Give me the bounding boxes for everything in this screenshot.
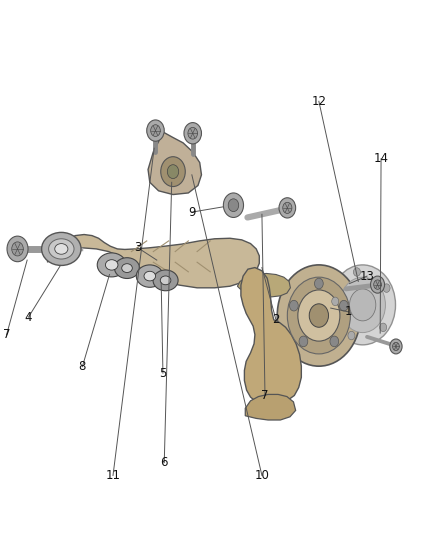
Ellipse shape	[97, 253, 126, 277]
Text: 4: 4	[25, 311, 32, 324]
Circle shape	[12, 242, 23, 256]
Polygon shape	[237, 273, 290, 297]
Circle shape	[279, 198, 296, 218]
Circle shape	[340, 277, 385, 333]
Circle shape	[228, 199, 239, 212]
Polygon shape	[47, 235, 259, 288]
Ellipse shape	[122, 264, 132, 272]
Text: 8: 8	[79, 360, 86, 373]
Polygon shape	[245, 394, 296, 420]
Ellipse shape	[114, 257, 140, 278]
Circle shape	[283, 203, 292, 213]
Text: 10: 10	[254, 469, 269, 482]
Circle shape	[151, 125, 160, 136]
Text: 13: 13	[360, 270, 374, 282]
Circle shape	[330, 336, 339, 347]
Circle shape	[380, 323, 387, 332]
Text: 3: 3	[134, 241, 141, 254]
Ellipse shape	[160, 276, 171, 285]
Text: 14: 14	[374, 152, 389, 165]
Text: 5: 5	[159, 367, 166, 379]
Circle shape	[309, 304, 328, 327]
Text: 7: 7	[3, 328, 11, 341]
Circle shape	[161, 157, 185, 187]
Text: 9: 9	[188, 206, 196, 219]
Text: 12: 12	[311, 95, 326, 108]
Text: 2: 2	[272, 313, 280, 326]
Circle shape	[223, 193, 244, 217]
Circle shape	[371, 276, 385, 293]
Circle shape	[147, 120, 164, 141]
Text: 7: 7	[261, 389, 269, 402]
Text: 1: 1	[344, 305, 352, 318]
Ellipse shape	[153, 270, 178, 291]
Ellipse shape	[49, 239, 74, 259]
Ellipse shape	[55, 244, 68, 254]
Circle shape	[330, 265, 396, 345]
Circle shape	[167, 165, 179, 179]
Circle shape	[277, 265, 360, 366]
Polygon shape	[148, 132, 201, 195]
Circle shape	[374, 280, 381, 289]
Circle shape	[290, 300, 298, 311]
Ellipse shape	[106, 260, 118, 270]
Circle shape	[383, 284, 390, 293]
Text: 11: 11	[106, 469, 120, 482]
Polygon shape	[241, 268, 301, 404]
Circle shape	[350, 289, 376, 321]
Circle shape	[287, 277, 350, 354]
Ellipse shape	[42, 232, 81, 265]
Circle shape	[7, 236, 28, 262]
Circle shape	[332, 297, 339, 305]
Circle shape	[299, 336, 308, 347]
Circle shape	[348, 332, 355, 340]
Ellipse shape	[144, 271, 155, 281]
Ellipse shape	[136, 265, 163, 287]
Circle shape	[188, 127, 198, 139]
Circle shape	[314, 278, 323, 289]
Circle shape	[353, 268, 360, 276]
Circle shape	[184, 123, 201, 144]
Circle shape	[390, 339, 402, 354]
Text: 6: 6	[160, 456, 168, 469]
Circle shape	[298, 290, 340, 341]
Circle shape	[392, 342, 399, 351]
Circle shape	[339, 300, 348, 311]
